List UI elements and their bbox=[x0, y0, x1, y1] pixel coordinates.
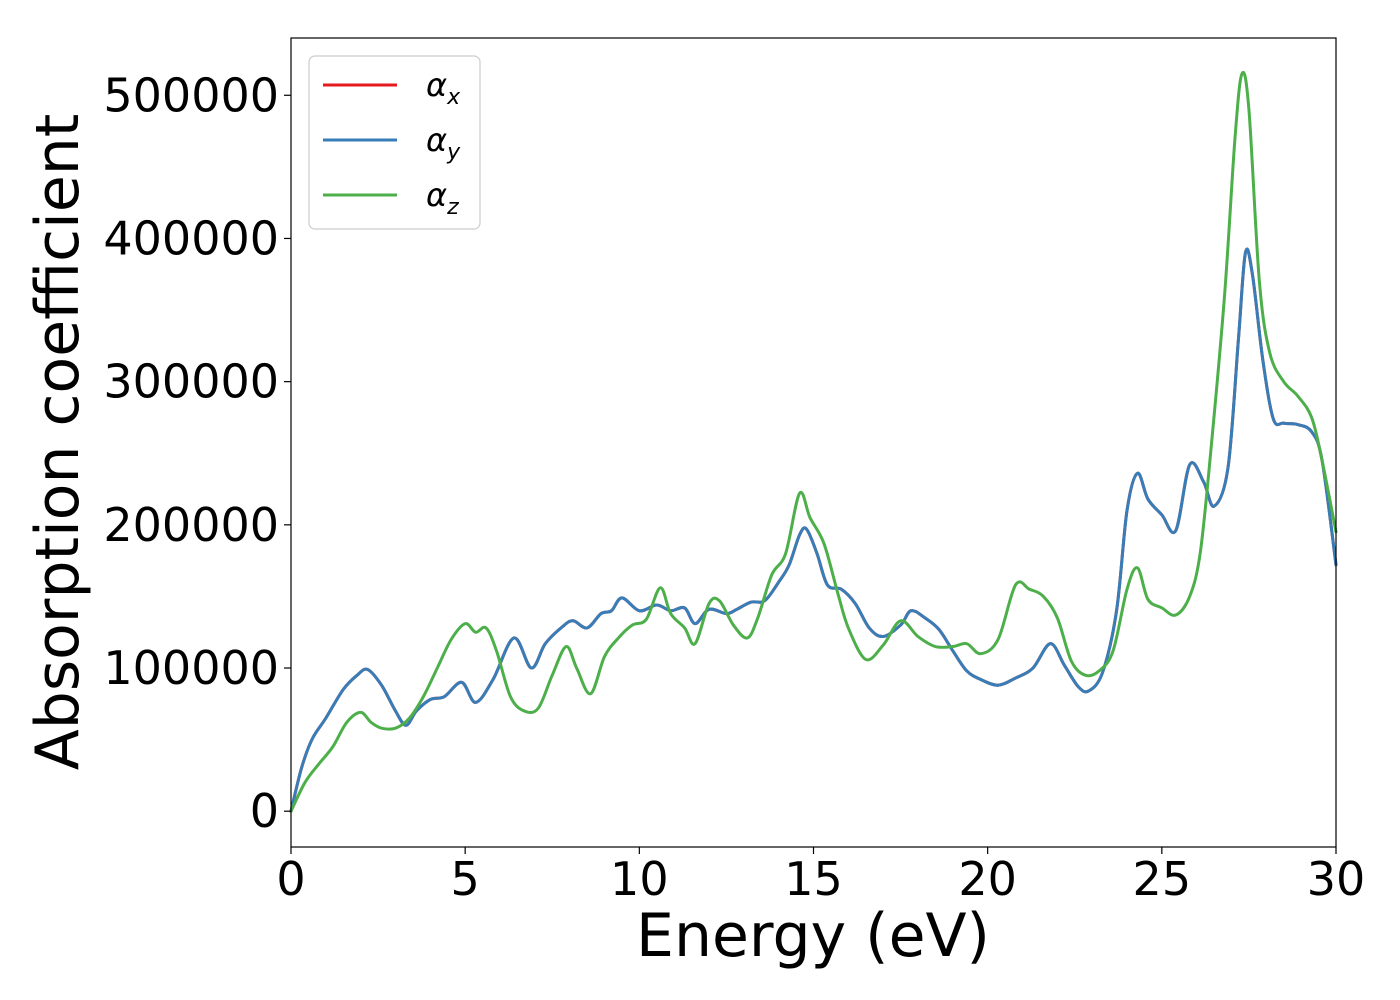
y-tick-label: 0 bbox=[250, 784, 279, 838]
x-tick-label: 30 bbox=[1307, 852, 1366, 906]
x-tick-label: 10 bbox=[610, 852, 669, 906]
x-tick-label: 25 bbox=[1133, 852, 1192, 906]
legend-box bbox=[308, 55, 481, 230]
y-tick-label: 200000 bbox=[103, 498, 279, 552]
y-axis-title: Absorption coefficient bbox=[23, 114, 93, 771]
y-tick-label: 400000 bbox=[103, 211, 279, 265]
x-axis-title: Energy (eV) bbox=[636, 901, 990, 971]
legend-entry-x: αx bbox=[323, 66, 461, 110]
series-line-y bbox=[289, 247, 1338, 813]
legend-entry-y: αy bbox=[323, 121, 461, 165]
y-tick-label: 100000 bbox=[103, 641, 279, 695]
x-axis: 0 5 10 15 20 25 30 bbox=[276, 847, 1365, 906]
legend-label: αy bbox=[426, 121, 461, 165]
x-tick-label: 0 bbox=[276, 852, 305, 906]
y-tick-label: 300000 bbox=[103, 355, 279, 409]
x-tick-label: 20 bbox=[958, 852, 1017, 906]
series-line-z bbox=[289, 71, 1338, 813]
series-layer bbox=[289, 71, 1338, 813]
y-tick-label: 500000 bbox=[103, 68, 279, 122]
legend: αx αy αz bbox=[308, 55, 481, 230]
legend-entry-z: αz bbox=[323, 176, 459, 220]
legend-label: αz bbox=[426, 176, 459, 220]
x-tick-label: 15 bbox=[784, 852, 843, 906]
legend-label: αx bbox=[426, 66, 461, 110]
y-axis: 0 100000 200000 300000 400000 500000 bbox=[103, 68, 291, 838]
x-tick-label: 5 bbox=[451, 852, 480, 906]
